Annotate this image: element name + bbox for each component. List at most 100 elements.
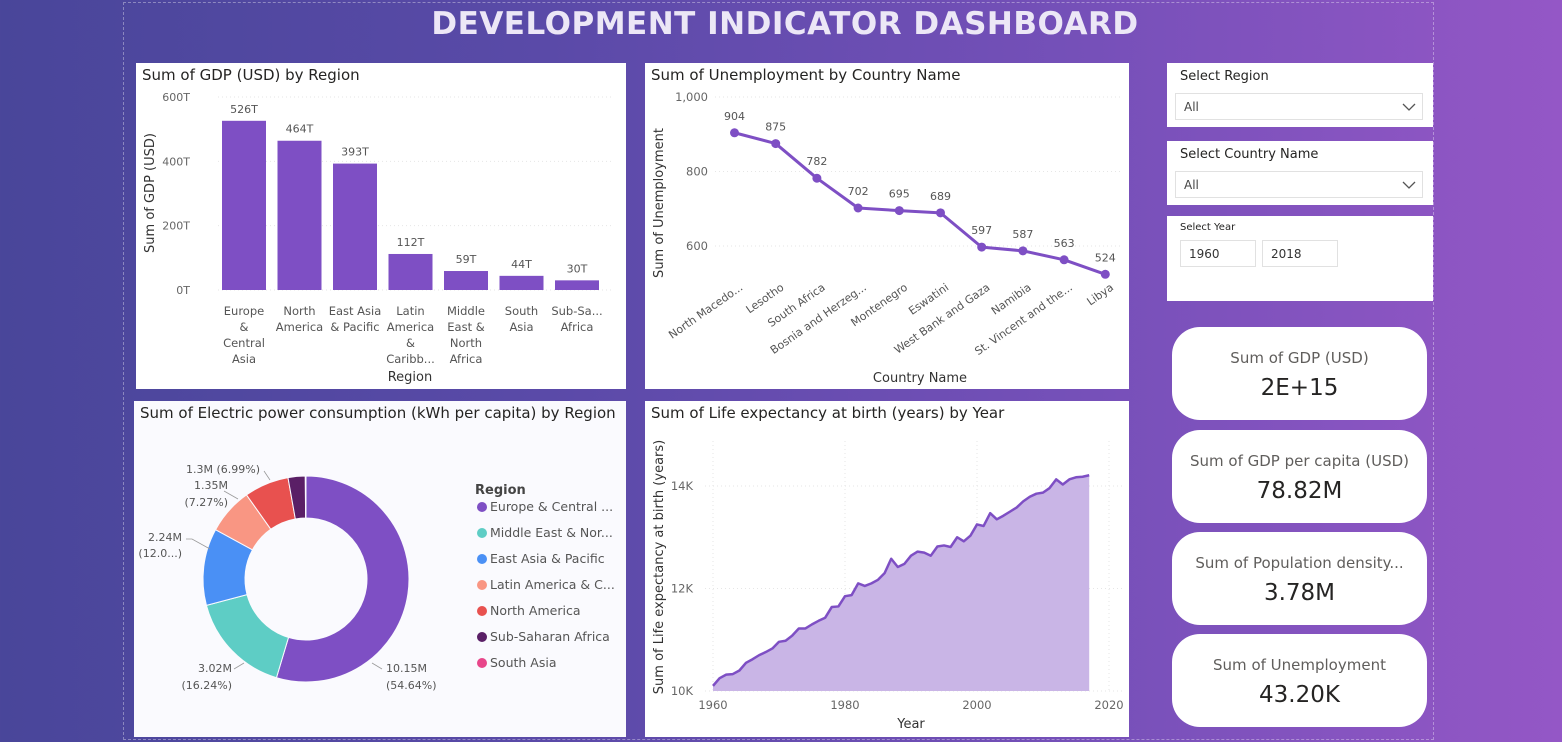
bar xyxy=(333,163,377,290)
bar xyxy=(388,253,433,290)
year-from-input[interactable]: 1960 xyxy=(1180,240,1256,267)
legend-marker xyxy=(477,528,487,538)
x-tick-label: Europe xyxy=(224,304,264,318)
electric-chart-title: Sum of Electric power consumption (kWh p… xyxy=(140,404,616,422)
data-label: 702 xyxy=(848,185,869,198)
unemployment-line-chart-panel[interactable]: Sum of Unemployment by Country Name 1,00… xyxy=(645,63,1129,389)
x-tick-label: Asia xyxy=(232,352,256,366)
kpi-card-label: Sum of GDP (USD) xyxy=(1230,349,1369,367)
data-label: 875 xyxy=(765,121,786,134)
legend-marker xyxy=(477,632,487,642)
electric-donut-chart-panel[interactable]: Sum of Electric power consumption (kWh p… xyxy=(134,401,626,737)
unemployment-line-chart: 1,000 800 600 Sum of Unemployment Country Na… xyxy=(652,90,1123,386)
data-label: (7.27%) xyxy=(184,496,228,509)
region-dropdown-value: All xyxy=(1184,100,1199,114)
life-expectancy-area-chart: 14K 12K 10K 1960 1980 2000 2020 Sum of Life exp… xyxy=(652,440,1124,732)
x-tick-label: South xyxy=(505,304,538,318)
data-label: 904 xyxy=(724,110,745,123)
data-label: (16.24%) xyxy=(181,679,232,692)
x-tick-label: East Asia xyxy=(329,304,382,318)
x-axis-title: Region xyxy=(388,370,433,385)
data-point xyxy=(771,139,781,149)
dashboard-title: DEVELOPMENT INDICATOR DASHBOARD xyxy=(431,6,1139,42)
data-label: 597 xyxy=(971,224,992,237)
unemployment-chart-title: Sum of Unemployment by Country Name xyxy=(651,66,961,84)
kpi-card-label: Sum of Population density... xyxy=(1195,554,1404,572)
kpi-card-unemployment: Sum of Unemployment 43.20K xyxy=(1172,634,1427,727)
legend-item: South Asia xyxy=(490,655,557,670)
data-point xyxy=(894,206,904,216)
life-chart-title: Sum of Life expectancy at birth (years) … xyxy=(651,404,1005,422)
kpi-card-label: Sum of GDP per capita (USD) xyxy=(1189,452,1410,470)
x-tick-label: East & xyxy=(447,320,484,334)
legend-title: Region xyxy=(475,483,526,498)
region-slicer: Select Region All xyxy=(1167,63,1433,127)
leader-line xyxy=(233,662,245,670)
x-tick-label: Latin xyxy=(396,304,424,318)
data-point xyxy=(1018,246,1028,256)
country-slicer-label: Select Country Name xyxy=(1180,147,1319,162)
legend-marker xyxy=(477,502,487,512)
year-to-input[interactable]: 2018 xyxy=(1262,240,1338,267)
data-point xyxy=(936,208,945,218)
legend-item: Latin America & C... xyxy=(490,577,615,592)
kpi-card-value: 3.78M xyxy=(1263,580,1336,606)
gdp-bar-chart-panel[interactable]: Sum of GDP (USD) by Region 600T 400T 200T 0… xyxy=(136,63,626,389)
country-dropdown-value: All xyxy=(1184,178,1199,192)
x-tick-label: & xyxy=(240,320,249,334)
legend-item: North America xyxy=(490,603,581,618)
legend-item: Sub-Saharan Africa xyxy=(490,629,610,644)
donut-slice xyxy=(275,475,410,683)
y-axis-title: Sum of Unemployment xyxy=(652,128,667,278)
y-tick-label: 10K xyxy=(671,684,694,698)
data-label: 1.3M (6.99%) xyxy=(186,463,260,476)
data-point xyxy=(812,173,822,183)
x-tick-label: 2000 xyxy=(962,698,991,712)
x-tick-label: Sub-Sa... xyxy=(551,304,602,318)
bar-value-label: 30T xyxy=(567,262,588,275)
region-dropdown[interactable]: All xyxy=(1175,93,1423,120)
legend-item: Europe & Central ... xyxy=(490,499,613,514)
y-tick-label: 200T xyxy=(162,220,190,233)
leader-line xyxy=(263,470,271,481)
data-label: (54.64%) xyxy=(386,679,437,692)
y-tick-label: 12K xyxy=(671,582,694,596)
donut-slice xyxy=(304,475,307,519)
y-tick-label: 800 xyxy=(686,165,708,179)
country-slicer: Select Country Name All xyxy=(1167,141,1433,205)
chevron-down-icon xyxy=(1402,103,1416,111)
bar-value-label: 112T xyxy=(397,236,425,249)
data-label: 587 xyxy=(1012,228,1033,241)
bar-value-label: 464T xyxy=(286,123,314,136)
data-point xyxy=(977,242,987,252)
data-label: 10.15M xyxy=(386,662,427,675)
x-tick-label: 1980 xyxy=(830,698,859,712)
legend-marker xyxy=(477,658,487,668)
x-tick-label: Caribb... xyxy=(386,352,435,366)
legend-item: East Asia & Pacific xyxy=(490,551,605,566)
y-tick-label: 600T xyxy=(162,91,190,104)
x-tick-label: North Macedo... xyxy=(666,281,745,342)
leader-line xyxy=(371,662,383,670)
x-tick-label: Africa xyxy=(450,352,483,366)
x-tick-label: Asia xyxy=(509,320,533,334)
data-point xyxy=(853,203,863,213)
life-expectancy-area-chart-panel[interactable]: Sum of Life expectancy at birth (years) … xyxy=(645,401,1129,737)
bar xyxy=(499,275,544,290)
country-dropdown[interactable]: All xyxy=(1175,171,1423,198)
y-tick-label: 600 xyxy=(686,239,708,253)
report-canvas-frame xyxy=(123,2,1434,740)
x-tick-label: 1960 xyxy=(698,698,727,712)
gdp-bar-chart: 600T 400T 200T 0T Sum of GDP (USD) Region 526T… xyxy=(143,91,614,385)
data-point xyxy=(1100,269,1110,279)
bar xyxy=(444,271,488,290)
x-axis-title: Country Name xyxy=(873,371,967,386)
y-axis-title: Sum of Life expectancy at birth (years) xyxy=(652,440,667,694)
y-tick-label: 14K xyxy=(671,479,694,493)
x-tick-label: Central xyxy=(223,336,265,350)
data-label: 695 xyxy=(889,188,910,201)
bar xyxy=(277,140,322,290)
area-fill xyxy=(713,475,1090,691)
data-label: 524 xyxy=(1095,251,1116,264)
kpi-card-population-density: Sum of Population density... 3.78M xyxy=(1172,532,1427,625)
